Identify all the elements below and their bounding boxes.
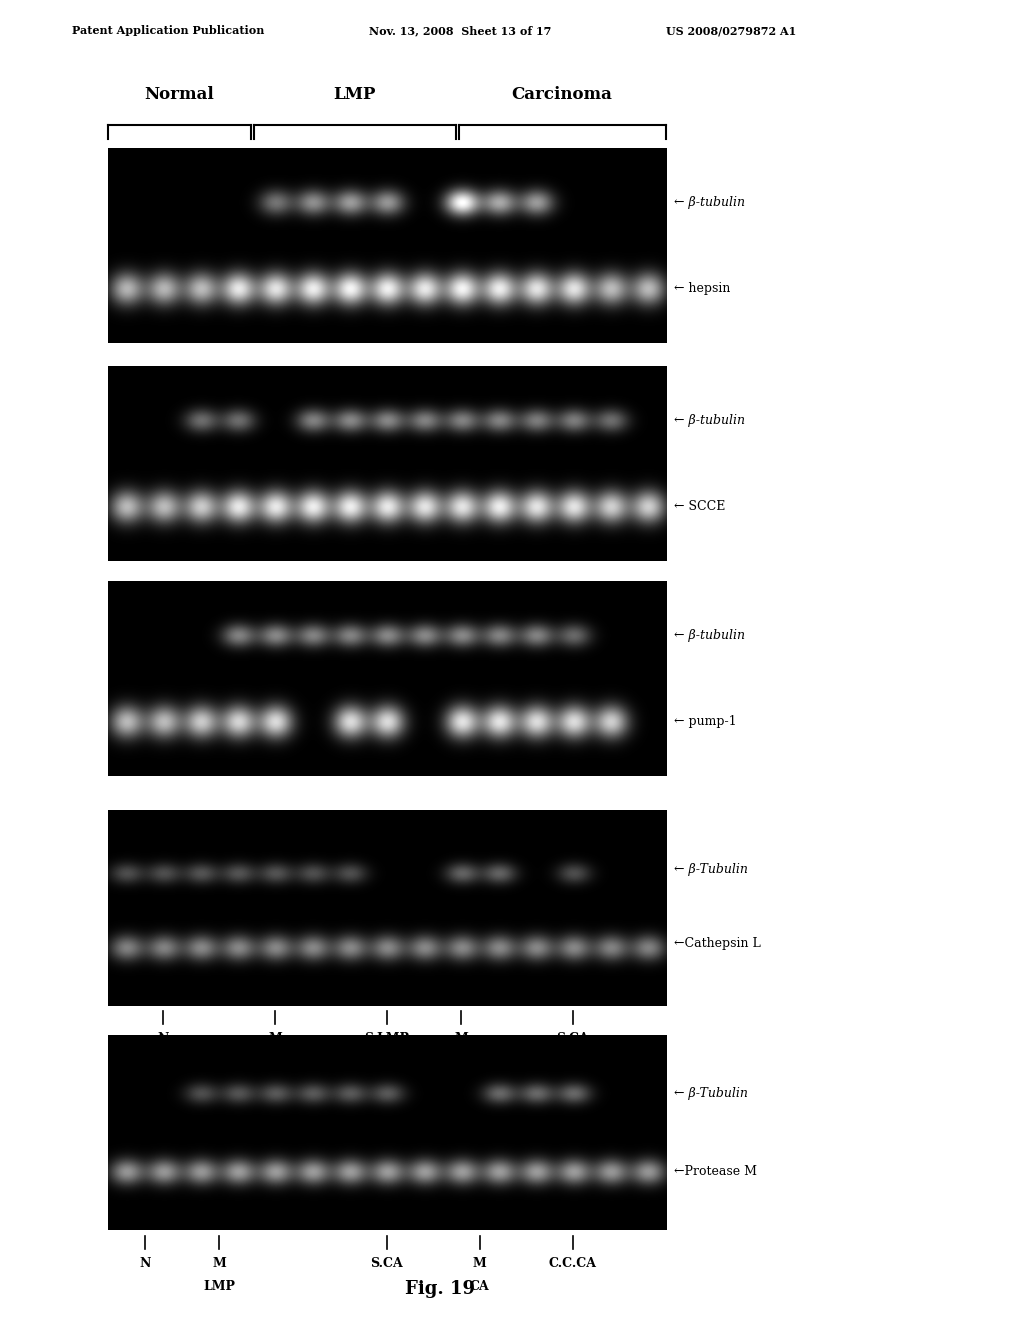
Text: Fig. 19: Fig. 19 xyxy=(406,1279,475,1298)
Text: Normal: Normal xyxy=(144,86,214,103)
Text: US 2008/0279872 A1: US 2008/0279872 A1 xyxy=(666,25,796,37)
Text: Carcinoma: Carcinoma xyxy=(512,86,612,103)
Text: S.CA: S.CA xyxy=(556,1032,589,1045)
Text: ← hepsin: ← hepsin xyxy=(674,282,730,294)
Text: ← β-tubulin: ← β-tubulin xyxy=(674,414,744,426)
Text: LMP: LMP xyxy=(259,1056,291,1069)
Text: M: M xyxy=(268,1032,282,1045)
Text: Nov. 13, 2008  Sheet 13 of 17: Nov. 13, 2008 Sheet 13 of 17 xyxy=(369,25,551,37)
Text: N: N xyxy=(158,1032,169,1045)
Text: M: M xyxy=(473,1257,486,1270)
Text: ←Protease M: ←Protease M xyxy=(674,1166,757,1179)
Text: Patent Application Publication: Patent Application Publication xyxy=(72,25,264,37)
Text: M: M xyxy=(454,1032,468,1045)
Text: LMP: LMP xyxy=(203,1280,236,1294)
Text: ← SCCE: ← SCCE xyxy=(674,500,725,512)
Text: CA: CA xyxy=(470,1280,489,1294)
Text: ← β-Tubulin: ← β-Tubulin xyxy=(674,862,748,875)
Text: ← β-Tubulin: ← β-Tubulin xyxy=(674,1086,748,1100)
Text: ← β-tubulin: ← β-tubulin xyxy=(674,197,744,209)
Text: S.LMP: S.LMP xyxy=(365,1032,409,1045)
Text: ← β-tubulin: ← β-tubulin xyxy=(674,630,744,642)
Text: N: N xyxy=(139,1257,151,1270)
Text: ←Cathepsin L: ←Cathepsin L xyxy=(674,937,761,950)
Text: S.CA: S.CA xyxy=(371,1257,402,1270)
Text: C.C.CA: C.C.CA xyxy=(549,1257,597,1270)
Text: M: M xyxy=(212,1257,226,1270)
Text: LMP: LMP xyxy=(334,86,376,103)
Text: ← pump-1: ← pump-1 xyxy=(674,715,736,727)
Text: CA: CA xyxy=(452,1056,471,1069)
